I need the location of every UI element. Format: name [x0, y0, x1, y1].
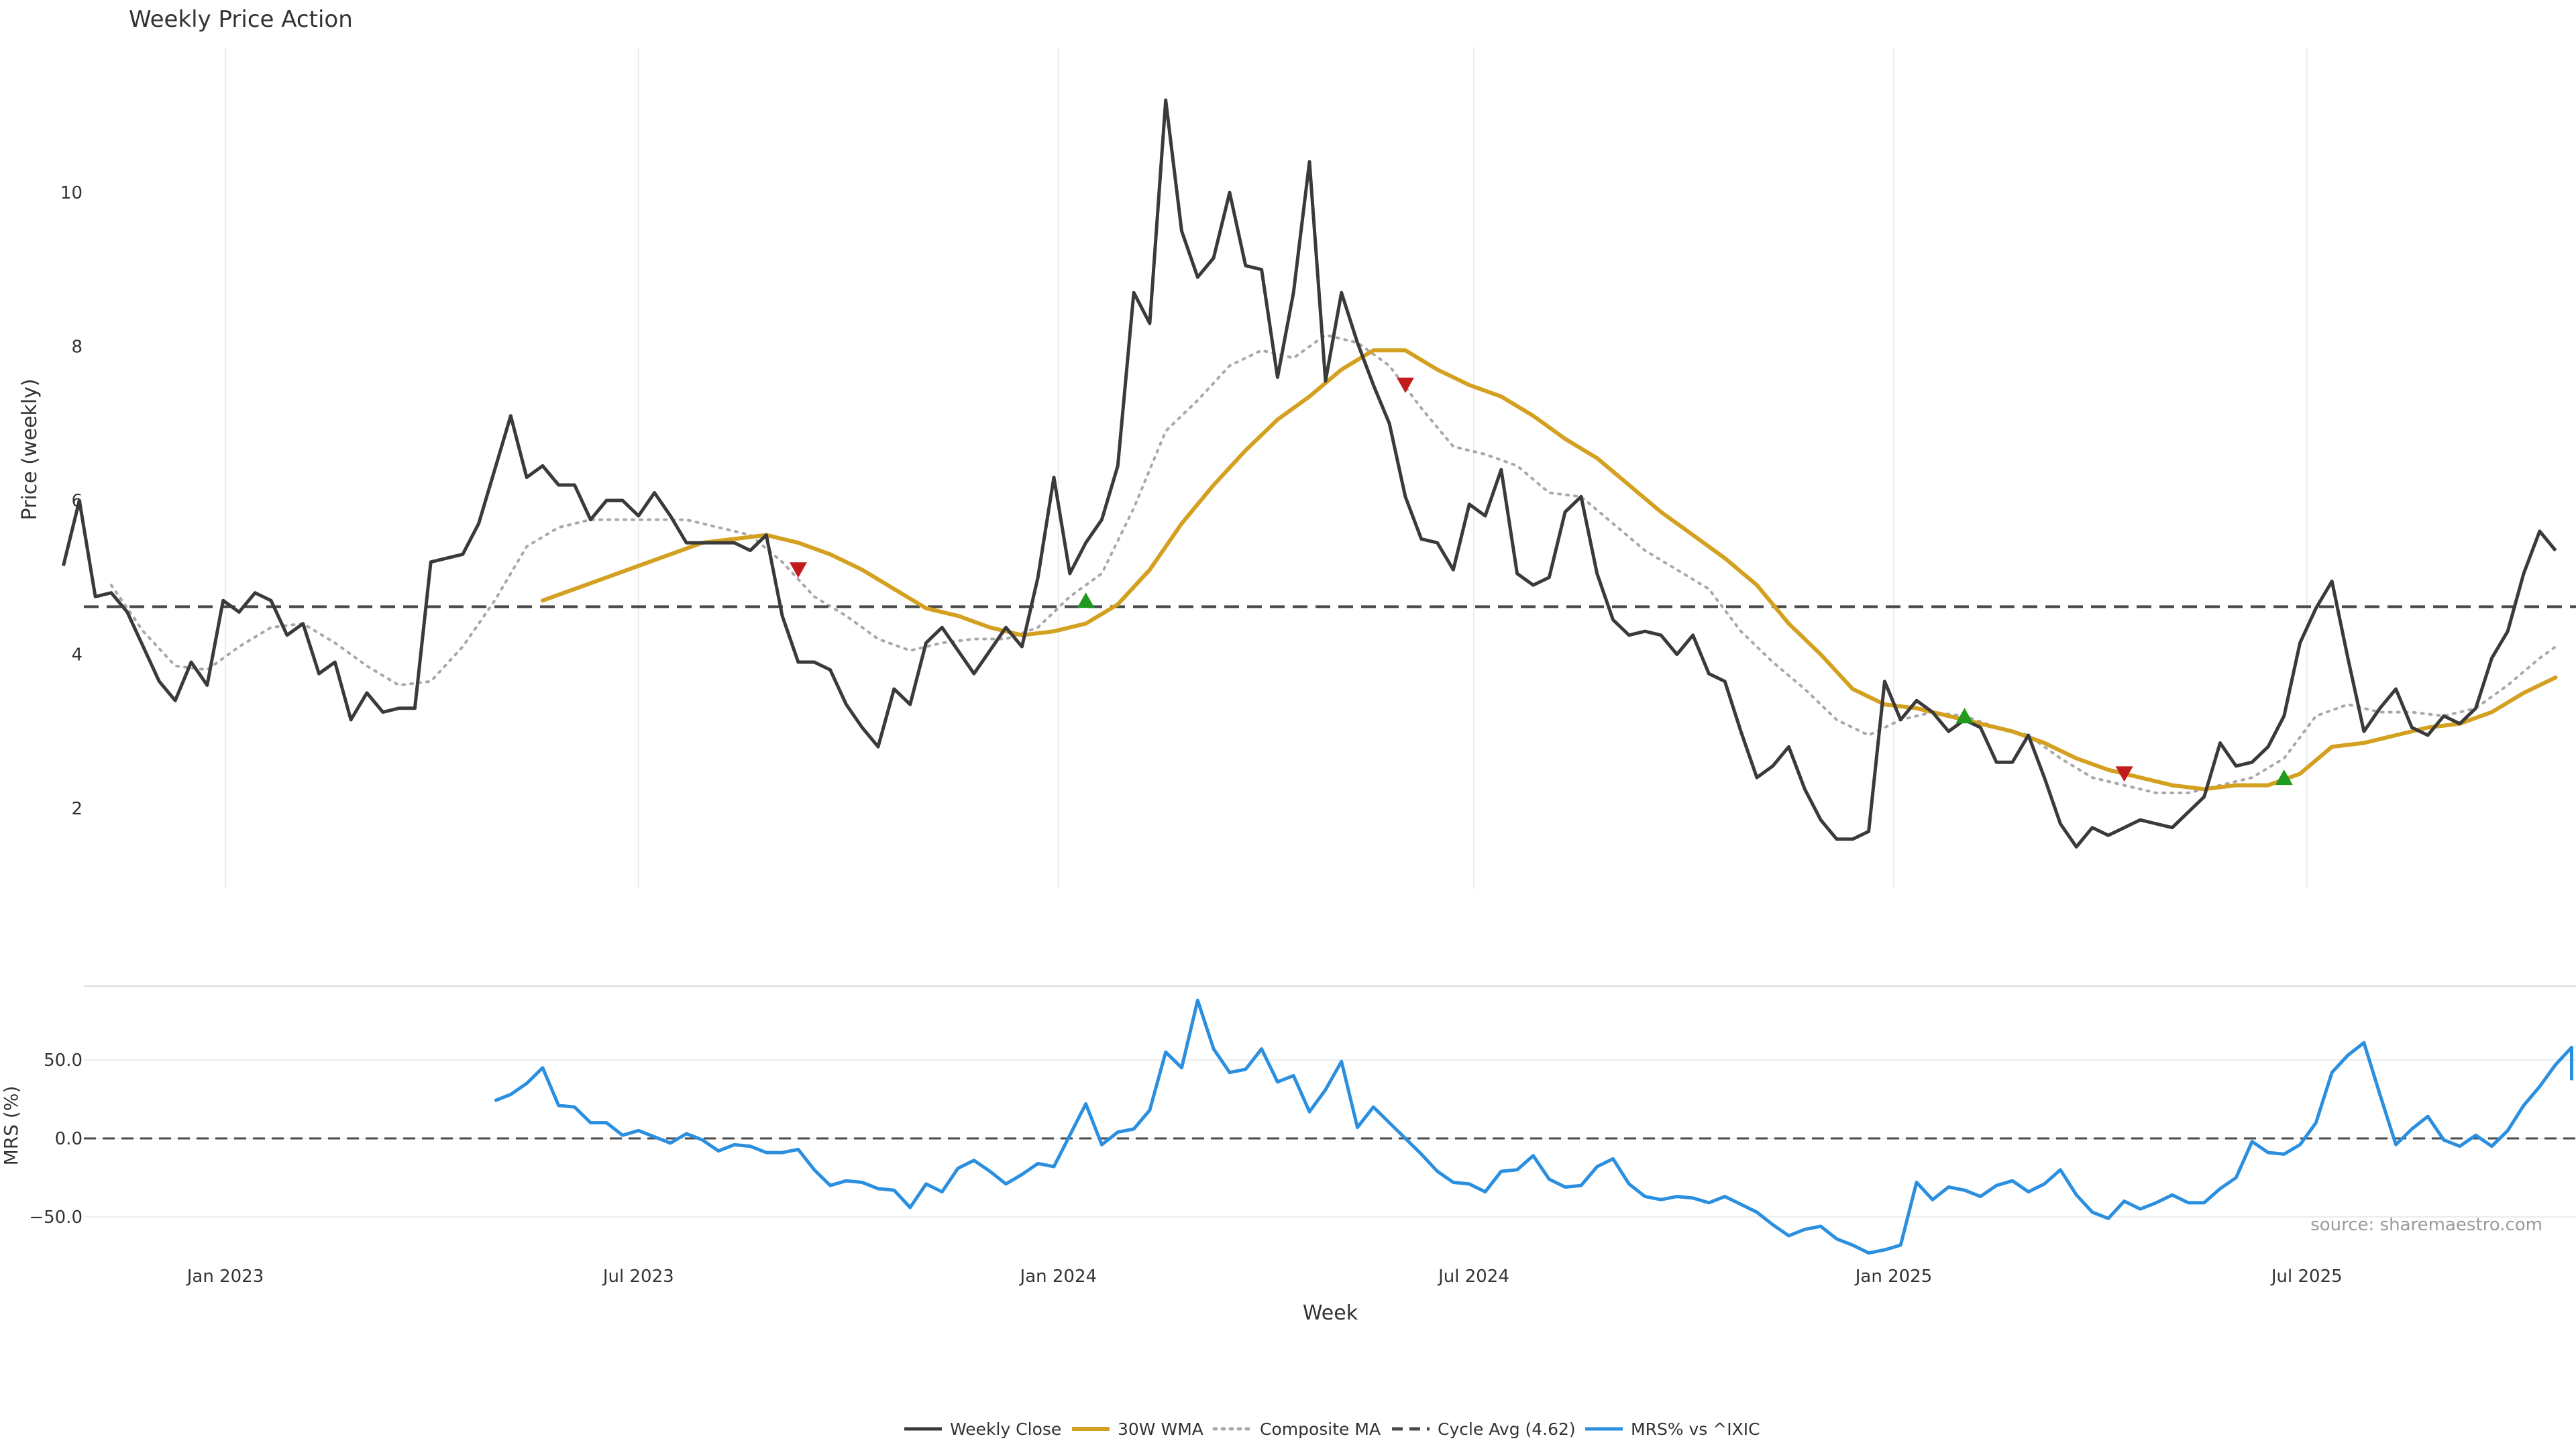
composite-ma-line — [109, 333, 2557, 794]
legend-label: Cycle Avg (4.62) — [1438, 1419, 1576, 1439]
mrs-panel: 50.0 0.0 −50.0 — [29, 985, 2576, 1255]
buy-signal-marker — [1955, 708, 1974, 724]
x-tick-label: Jan 2024 — [1019, 1267, 1097, 1287]
sell-signal-marker — [1396, 377, 1414, 393]
legend-label: 30W WMA — [1118, 1419, 1203, 1439]
legend-label: Weekly Close — [950, 1419, 1061, 1439]
buy-signal-marker — [1077, 592, 1095, 608]
price-y-tick-label: 4 — [71, 645, 83, 665]
x-tick-label: Jan 2025 — [1854, 1267, 1933, 1287]
mrs-y-tick-label: 0.0 — [55, 1129, 83, 1149]
x-tick-label: Jul 2025 — [2270, 1267, 2343, 1287]
legend-label: MRS% vs ^IXIC — [1631, 1419, 1760, 1439]
price-y-tick-label: 10 — [60, 183, 83, 203]
chart-title: Weekly Price Action — [129, 6, 353, 33]
source-note: source: sharemaestro.com — [2310, 1215, 2542, 1235]
legend-label: Composite MA — [1260, 1419, 1381, 1439]
mrs-y-tick-label: 50.0 — [44, 1051, 83, 1071]
price-y-tick-label: 8 — [71, 337, 83, 358]
x-axis-ticks: Jan 2023 Jul 2023 Jan 2024 Jul 2024 Jan 2025… — [186, 1267, 2343, 1287]
mrs-y-axis-label: MRS (%) — [0, 1086, 22, 1166]
legend: Weekly Close 30W WMA Composite MA Cycle Avg… — [904, 1419, 1760, 1439]
buy-signal-marker — [2275, 769, 2293, 786]
mrs-line — [494, 998, 2573, 1255]
x-tick-label: Jan 2023 — [186, 1267, 264, 1287]
wma-30w-line — [540, 348, 2558, 792]
sell-signal-marker — [789, 562, 807, 578]
mrs-y-tick-label: −50.0 — [29, 1208, 83, 1228]
x-tick-label: Jul 2023 — [602, 1267, 674, 1287]
x-tick-label: Jul 2024 — [1437, 1267, 1509, 1287]
weekly-close-line — [61, 98, 2557, 849]
price-y-axis-label: Price (weekly) — [18, 378, 42, 520]
sell-signal-marker — [2115, 766, 2133, 782]
price-y-tick-label: 2 — [71, 799, 83, 819]
x-axis-label: Week — [1303, 1301, 1358, 1325]
